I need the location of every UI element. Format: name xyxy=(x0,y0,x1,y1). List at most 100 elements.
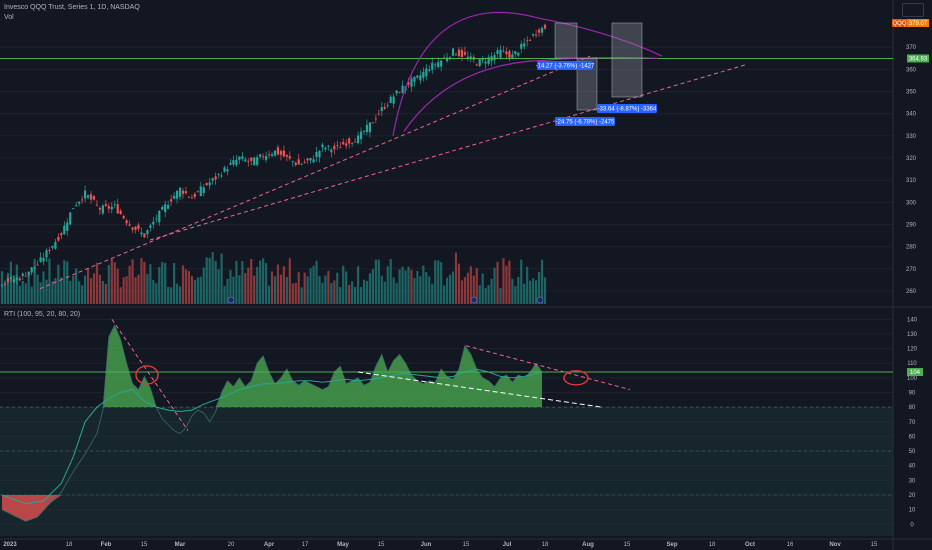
candle-body xyxy=(395,90,398,94)
rti-tick-label: 30 xyxy=(909,478,916,484)
volume-bar xyxy=(487,285,490,304)
price-tick-label: 360 xyxy=(906,67,917,73)
candle-body xyxy=(514,51,517,55)
candle-body xyxy=(3,283,7,285)
volume-bar xyxy=(253,275,256,304)
price-tick-label: 270 xyxy=(906,267,917,273)
volume-bar xyxy=(107,265,110,304)
candle-body xyxy=(481,58,484,61)
volume-bar xyxy=(389,259,392,304)
candle-body xyxy=(529,40,532,41)
volume-bar xyxy=(6,272,10,304)
candle-body xyxy=(143,233,146,238)
candle-body xyxy=(63,225,66,235)
volume-bar xyxy=(113,262,116,304)
candle-body xyxy=(78,201,81,204)
volume-bar xyxy=(235,260,238,304)
volume-bar xyxy=(490,278,493,304)
volume-bar xyxy=(273,276,277,304)
measure-label: -24.75 (-6.78%) -2475 xyxy=(556,120,615,126)
candle-body xyxy=(241,156,244,159)
rti-signal-line xyxy=(1,368,543,505)
candle-body xyxy=(226,169,229,172)
volume-bar xyxy=(520,259,523,304)
volume-bar xyxy=(226,278,229,304)
arc-inner xyxy=(403,56,659,132)
candle-body xyxy=(445,57,449,62)
volume-bar xyxy=(440,262,443,304)
volume-bar xyxy=(496,261,499,304)
candle-body xyxy=(380,107,383,112)
candle-body xyxy=(69,212,72,225)
volume-bar xyxy=(368,273,372,304)
volume-bar xyxy=(175,283,179,304)
candle-body xyxy=(155,218,158,220)
measure-box xyxy=(554,22,578,59)
candle-body xyxy=(392,96,395,104)
volume-bar xyxy=(540,259,544,304)
time-tick-label: 18 xyxy=(66,542,73,548)
candle-body xyxy=(303,162,306,163)
candle-body xyxy=(178,187,182,197)
candle-body xyxy=(365,124,369,133)
volume-bar xyxy=(98,274,102,304)
candle-body xyxy=(484,61,487,64)
candle-body xyxy=(208,182,211,186)
volume-bar xyxy=(164,263,167,304)
price-tick-label: 370 xyxy=(906,45,917,51)
candle-body xyxy=(383,107,386,109)
candle-body xyxy=(158,210,161,223)
candle-body xyxy=(12,279,15,283)
candle-body xyxy=(232,160,235,165)
price-tick-label: 340 xyxy=(906,112,917,118)
volume-bar xyxy=(256,266,259,304)
volume-bar xyxy=(0,271,4,304)
volume-bar xyxy=(140,258,143,304)
candle-body xyxy=(116,204,119,214)
candle-body xyxy=(520,44,523,49)
candle-body xyxy=(128,224,131,226)
arc-outer xyxy=(392,11,663,136)
volume-bar xyxy=(505,265,508,304)
volume-bar xyxy=(51,281,54,304)
rti-tick-label: 100 xyxy=(907,376,918,382)
candle-body xyxy=(407,82,410,85)
trendline-lower xyxy=(149,64,746,241)
candle-body xyxy=(6,278,10,282)
volume-bar xyxy=(247,267,250,304)
rti-tick-label: 50 xyxy=(909,449,916,455)
volume-bar xyxy=(259,260,262,304)
volume-bar xyxy=(365,281,369,304)
volume-bar xyxy=(86,268,90,304)
rti-tick-label: 110 xyxy=(907,361,917,367)
volume-bar xyxy=(445,277,449,304)
candle-body xyxy=(448,57,452,58)
candlesticks xyxy=(0,23,547,288)
last-price-tag: 379.07 xyxy=(909,21,928,27)
volume-bar xyxy=(419,276,422,304)
price-tick-label: 260 xyxy=(906,289,917,295)
volume-bar xyxy=(81,285,84,304)
candle-body xyxy=(259,154,262,157)
candle-body xyxy=(276,147,280,155)
event-marker xyxy=(470,296,478,304)
candle-body xyxy=(89,194,93,200)
volume-bar xyxy=(508,260,511,304)
candle-body xyxy=(440,60,443,67)
settings-button[interactable] xyxy=(902,3,924,17)
time-tick-label: 15 xyxy=(871,542,878,548)
volume-bar xyxy=(451,271,455,304)
time-tick-label: Apr xyxy=(264,542,275,548)
candle-body xyxy=(199,186,202,197)
volume-bar xyxy=(398,269,401,304)
volume-bar xyxy=(534,280,538,304)
volume-bar xyxy=(57,264,60,304)
measure-label-bg xyxy=(555,117,615,126)
volume-bar xyxy=(167,286,170,304)
candle-body xyxy=(348,138,351,144)
candle-body xyxy=(300,164,303,165)
time-tick-label: Mar xyxy=(175,542,186,548)
volume-bar xyxy=(537,272,541,304)
rti-trend-down xyxy=(111,319,189,431)
